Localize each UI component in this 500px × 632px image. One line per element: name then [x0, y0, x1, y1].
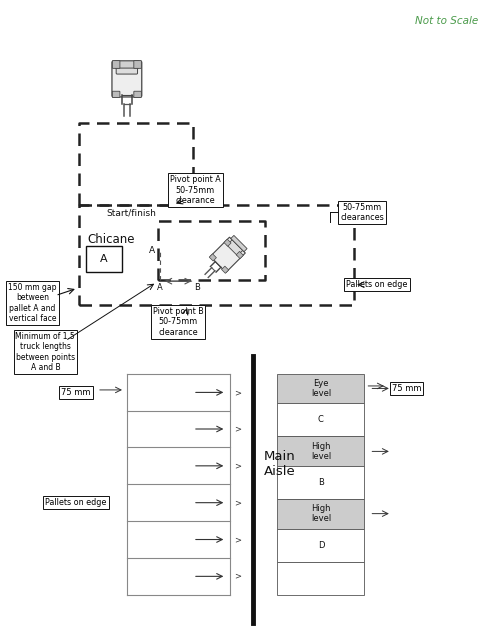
Text: A: A: [149, 246, 155, 255]
Text: >: >: [234, 388, 240, 397]
Bar: [86, 246, 122, 272]
Bar: [278, 403, 364, 437]
Polygon shape: [227, 240, 242, 256]
Text: Start/finish: Start/finish: [106, 209, 156, 217]
Text: D: D: [318, 541, 324, 550]
Text: >: >: [234, 535, 240, 544]
Text: B: B: [194, 283, 200, 291]
FancyBboxPatch shape: [116, 63, 138, 74]
Polygon shape: [236, 252, 244, 258]
Bar: [278, 499, 364, 528]
Text: >: >: [234, 461, 240, 470]
FancyBboxPatch shape: [134, 61, 141, 68]
Bar: [278, 562, 364, 595]
Bar: [278, 528, 364, 562]
Text: 50-75mm
clearances: 50-75mm clearances: [340, 203, 384, 222]
Text: >: >: [234, 572, 240, 581]
Polygon shape: [231, 235, 247, 252]
Polygon shape: [210, 237, 246, 272]
FancyBboxPatch shape: [112, 61, 142, 97]
FancyBboxPatch shape: [134, 91, 141, 97]
Text: B: B: [318, 478, 324, 487]
Bar: [278, 437, 364, 466]
Text: 75 mm: 75 mm: [392, 384, 422, 393]
Text: >: >: [234, 498, 240, 507]
Text: 75 mm: 75 mm: [62, 388, 91, 397]
Text: Not to Scale: Not to Scale: [416, 16, 478, 26]
Text: A: A: [100, 254, 108, 264]
Text: Eye
level: Eye level: [311, 379, 331, 398]
Bar: [278, 466, 364, 499]
Text: Chicane: Chicane: [87, 233, 134, 246]
Text: 150 mm gap
between
pallet A and
vertical face: 150 mm gap between pallet A and vertical…: [8, 283, 56, 323]
FancyBboxPatch shape: [112, 61, 120, 68]
Polygon shape: [222, 266, 228, 273]
Text: High
level: High level: [311, 504, 331, 523]
Text: Main
Aisle: Main Aisle: [264, 450, 296, 478]
Text: High
level: High level: [311, 442, 331, 461]
Bar: [278, 374, 364, 403]
Text: A: A: [157, 283, 162, 291]
Polygon shape: [209, 254, 216, 261]
Text: Pallets on edge: Pallets on edge: [46, 498, 107, 507]
FancyBboxPatch shape: [112, 91, 120, 97]
Text: >: >: [234, 425, 240, 434]
Text: Pallets on edge: Pallets on edge: [346, 280, 408, 289]
Text: Pivot point A
50-75mm
clearance: Pivot point A 50-75mm clearance: [170, 175, 221, 205]
Polygon shape: [224, 239, 231, 246]
FancyBboxPatch shape: [114, 61, 139, 68]
Text: C: C: [318, 415, 324, 424]
Text: Minimum of 1.5
truck lengths
between points
A and B: Minimum of 1.5 truck lengths between poi…: [16, 332, 75, 372]
Text: Pivot point B
50-75mm
clearance: Pivot point B 50-75mm clearance: [152, 307, 204, 337]
